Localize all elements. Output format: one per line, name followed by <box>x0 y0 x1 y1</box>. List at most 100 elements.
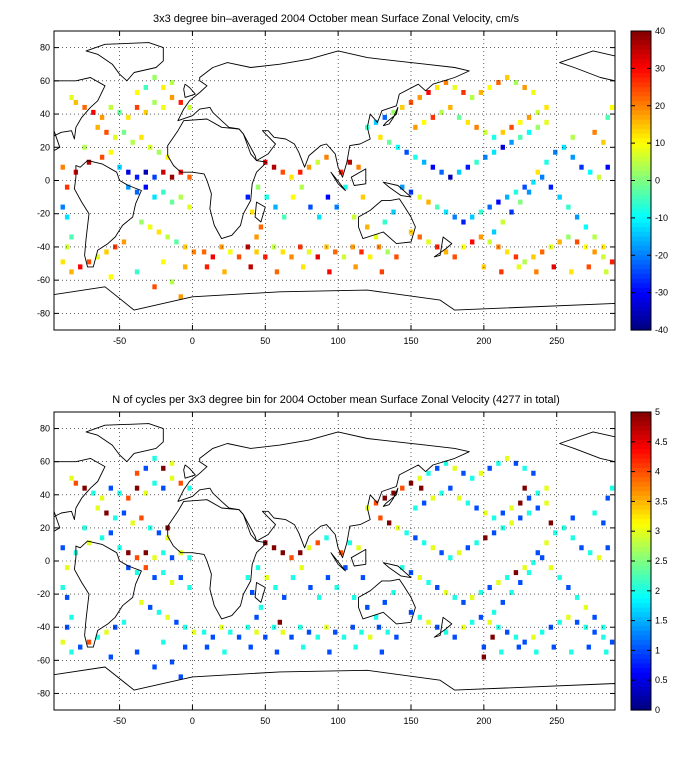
cycles-colorbar-segment <box>631 686 651 692</box>
cycles-bin-cell <box>308 585 313 590</box>
cycles-bin-cell <box>273 585 278 590</box>
velocity-coastline <box>433 236 453 258</box>
cycles-bin-cell <box>421 500 427 506</box>
cycles-x-tick-label: 100 <box>331 716 346 726</box>
velocity-bin-cell <box>121 129 127 135</box>
velocity-bin-cell <box>78 264 83 270</box>
velocity-bin-cell <box>86 159 92 165</box>
velocity-bin-cell <box>274 269 280 275</box>
cycles-colorbar-segment <box>631 519 651 525</box>
cycles-bin-cell <box>113 624 118 630</box>
velocity-bin-cell <box>385 249 390 255</box>
velocity-colorbar-segment <box>631 287 651 294</box>
velocity-bin-cell <box>470 239 475 245</box>
velocity-bin-cell <box>605 164 610 170</box>
cycles-bin-cell <box>373 614 379 620</box>
cycles-bin-cell <box>143 465 148 471</box>
cycles-bin-cell <box>448 485 453 491</box>
velocity-bin-cell <box>535 109 540 115</box>
velocity-coastline <box>382 106 399 127</box>
cycles-colorbar-segment <box>631 551 651 557</box>
cycles-y-tick-label: 0 <box>45 556 50 566</box>
velocity-bin-cell <box>300 264 306 270</box>
velocity-colorbar-segment <box>631 54 651 60</box>
cycles-bin-cell <box>487 465 492 471</box>
velocity-bin-cell <box>165 154 170 160</box>
cycles-bin-cell <box>169 555 175 561</box>
cycles-bin-cell <box>280 629 285 635</box>
cycles-bin-cell <box>531 634 536 640</box>
velocity-bin-cell <box>596 174 602 180</box>
velocity-colorbar-segment <box>631 129 651 135</box>
cycles-colorbar-segment <box>631 500 651 506</box>
cycles-bin-cell <box>219 624 224 630</box>
velocity-bin-cell <box>553 149 558 155</box>
velocity-bin-cell <box>113 244 118 250</box>
velocity-colorbar-segment <box>631 292 651 298</box>
cycles-bin-cell <box>108 485 114 491</box>
cycles-bin-cell <box>99 495 105 501</box>
cycles-colorbar-segment <box>631 509 651 516</box>
velocity-bin-cell <box>557 194 562 200</box>
velocity-bin-cell <box>504 249 510 255</box>
cycles-bin-cell <box>601 634 606 640</box>
cycles-bin-cell <box>386 520 392 526</box>
cycles-colorbar-tick-label: 4.5 <box>655 437 668 447</box>
cycles-bin-cell <box>430 545 436 551</box>
cycles-bin-cell <box>351 594 357 600</box>
velocity-bin-cell <box>299 184 304 190</box>
cycles-colorbar-segment <box>631 453 651 460</box>
cycles-bin-cell <box>86 540 92 546</box>
cycles-coastline-layer <box>54 423 615 710</box>
velocity-y-tick-label: 80 <box>40 43 50 53</box>
cycles-bin-cell <box>413 505 418 511</box>
velocity-coastline <box>177 50 470 178</box>
cycles-colorbar-segment <box>631 584 651 590</box>
cycles-bin-cell <box>592 510 597 516</box>
cycles-bin-cell <box>470 594 475 600</box>
velocity-colorbar-segment <box>631 213 651 219</box>
velocity-bin-cell <box>413 154 418 160</box>
velocity-colorbar-segment <box>631 194 651 200</box>
cycles-bin-cell <box>169 659 175 665</box>
velocity-bin-cell <box>264 194 269 200</box>
cycles-bin-cell <box>400 565 405 571</box>
cycles-bin-cell <box>569 649 574 655</box>
velocity-bin-cell <box>557 239 562 245</box>
cycles-bin-cell <box>327 649 332 655</box>
cycles-bin-cell <box>249 589 255 595</box>
velocity-bin-cell <box>273 204 278 210</box>
cycles-bin-cell <box>604 649 609 655</box>
cycles-colorbar-segment <box>631 425 651 432</box>
cycles-colorbar-segment <box>631 658 651 665</box>
velocity-bin-cell <box>360 194 366 200</box>
velocity-coastline <box>85 42 164 82</box>
cycles-bin-cell <box>391 589 396 595</box>
cycles-bin-cell <box>504 575 510 581</box>
cycles-bin-cell <box>201 629 207 635</box>
cycles-bin-cell <box>566 614 571 620</box>
velocity-bin-cell <box>516 264 522 270</box>
cycles-bin-cell <box>169 475 175 481</box>
cycles-bin-cell <box>228 629 233 635</box>
velocity-bin-cell <box>161 259 166 265</box>
cycles-bin-cell <box>255 565 261 571</box>
velocity-bin-cell <box>518 199 523 205</box>
velocity-bin-cell <box>413 124 418 130</box>
velocity-bin-cell <box>535 124 540 130</box>
cycles-bin-cell <box>147 604 153 610</box>
velocity-bin-cell <box>254 234 259 240</box>
cycles-coastline <box>350 548 367 567</box>
cycles-bin-cell <box>161 485 166 491</box>
velocity-bin-cell <box>609 104 615 110</box>
velocity-colorbar-segment <box>631 110 651 116</box>
velocity-bin-cell <box>308 204 313 210</box>
velocity-bin-cell <box>609 259 615 265</box>
velocity-bin-cell <box>522 184 527 190</box>
cycles-bin-cell <box>277 619 283 625</box>
cycles-bin-cell <box>298 550 303 556</box>
cycles-bin-cell <box>365 604 370 610</box>
cycles-bin-cell <box>126 495 131 501</box>
cycles-bin-cell <box>531 560 536 566</box>
cycles-bin-cell <box>104 510 109 516</box>
